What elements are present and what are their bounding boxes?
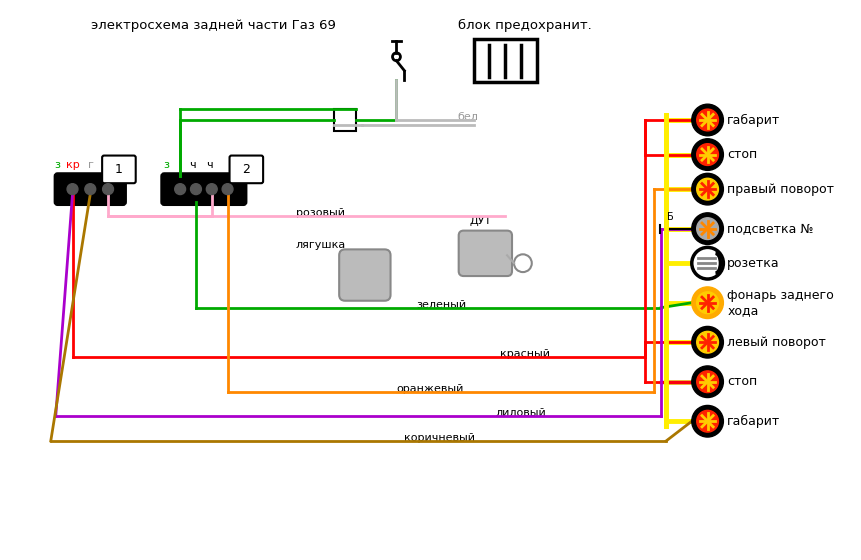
- Text: г: г: [89, 160, 94, 170]
- FancyBboxPatch shape: [163, 174, 245, 204]
- Circle shape: [697, 410, 718, 432]
- Text: габарит: габарит: [728, 415, 781, 428]
- Text: з: з: [55, 160, 60, 170]
- Text: кр: кр: [65, 160, 79, 170]
- Circle shape: [697, 218, 718, 240]
- Text: ч: ч: [207, 160, 214, 170]
- Circle shape: [697, 332, 718, 353]
- FancyBboxPatch shape: [474, 39, 536, 82]
- FancyBboxPatch shape: [339, 249, 391, 301]
- Text: подсветка №: подсветка №: [728, 222, 814, 235]
- Text: фонарь заднего
хода: фонарь заднего хода: [728, 289, 834, 317]
- Text: блок предохранит.: блок предохранит.: [458, 18, 592, 32]
- Text: ч: ч: [189, 160, 195, 170]
- FancyBboxPatch shape: [56, 174, 125, 204]
- Circle shape: [697, 144, 718, 165]
- Circle shape: [67, 184, 78, 194]
- Text: 2: 2: [243, 163, 251, 176]
- Text: розовый: розовый: [295, 208, 344, 218]
- Circle shape: [207, 184, 217, 194]
- Circle shape: [697, 371, 718, 393]
- Circle shape: [102, 184, 114, 194]
- Text: 1: 1: [115, 163, 123, 176]
- Text: красный: красный: [500, 349, 550, 359]
- Circle shape: [691, 326, 723, 358]
- Text: правый поворот: правый поворот: [728, 183, 834, 195]
- Text: оранжевый: оранжевый: [396, 384, 464, 394]
- Circle shape: [222, 184, 233, 194]
- Text: стоп: стоп: [728, 148, 758, 161]
- Circle shape: [697, 178, 718, 200]
- Circle shape: [691, 104, 723, 136]
- FancyBboxPatch shape: [334, 109, 356, 131]
- Text: зеленый: зеленый: [416, 300, 467, 310]
- FancyBboxPatch shape: [230, 156, 263, 183]
- Text: лиловый: лиловый: [495, 408, 546, 418]
- Text: электросхема задней части Газ 69: электросхема задней части Газ 69: [91, 18, 336, 32]
- Text: левый поворот: левый поворот: [728, 336, 827, 349]
- Circle shape: [691, 248, 723, 279]
- Text: стоп: стоп: [728, 375, 758, 388]
- Text: габарит: габарит: [728, 114, 781, 127]
- Circle shape: [691, 366, 723, 398]
- Text: лягушка: лягушка: [295, 240, 346, 250]
- FancyBboxPatch shape: [102, 156, 136, 183]
- Circle shape: [697, 109, 718, 131]
- Circle shape: [175, 184, 186, 194]
- Circle shape: [691, 287, 723, 319]
- Circle shape: [691, 139, 723, 170]
- Circle shape: [190, 184, 201, 194]
- Text: ДУТ: ДУТ: [469, 216, 492, 226]
- Text: розетка: розетка: [728, 256, 780, 270]
- Text: бел: бел: [458, 112, 479, 122]
- Text: Б: Б: [666, 212, 673, 222]
- FancyBboxPatch shape: [459, 231, 512, 276]
- Circle shape: [691, 174, 723, 205]
- Circle shape: [697, 292, 718, 314]
- Circle shape: [85, 184, 96, 194]
- Circle shape: [691, 213, 723, 245]
- Text: коричневый: коричневый: [405, 433, 475, 443]
- Text: з: з: [164, 160, 170, 170]
- Circle shape: [691, 405, 723, 437]
